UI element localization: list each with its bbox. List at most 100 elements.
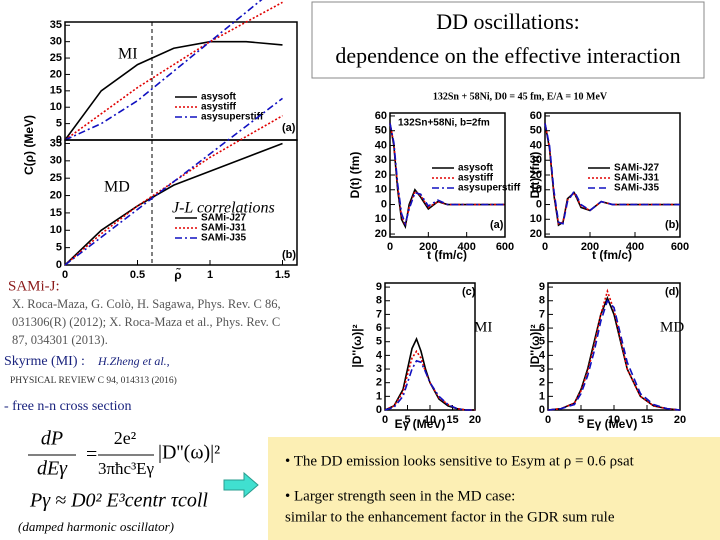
annotation: (a) — [282, 122, 296, 134]
x-tick-label: 0 — [545, 414, 551, 426]
annotation: (a) — [490, 219, 504, 231]
annotation: (b) — [665, 219, 679, 231]
legend-label: SAMi-J35 — [201, 233, 246, 244]
y-tick-label: 50 — [530, 125, 542, 137]
y-tick-label: 30 — [375, 154, 387, 166]
title: dependence on the effective interaction — [335, 43, 680, 68]
subtitle: 132Sn + 58Ni, D0 = 45 fm, E/A = 10 MeV — [433, 91, 608, 102]
x-tick-label: 20 — [674, 414, 686, 426]
y-tick-label: 2 — [376, 377, 382, 389]
title: DD oscillations: — [436, 9, 580, 34]
y-tick-label: 30 — [50, 155, 62, 167]
series-line — [384, 359, 475, 411]
formula: 3πħc³Eγ — [98, 459, 155, 478]
y-tick-label: 40 — [375, 139, 387, 151]
series-line — [389, 123, 505, 227]
series-line — [389, 123, 505, 228]
legend-label: asystiff — [458, 173, 494, 184]
y-tick-label: 35 — [50, 19, 62, 31]
y-tick-label: 1 — [376, 390, 382, 402]
y-tick-label: 10 — [375, 213, 387, 225]
y-tick-label: 2 — [539, 377, 545, 389]
series-line — [544, 123, 680, 225]
annotation: (b) — [282, 249, 296, 261]
y-tick-label: 0 — [56, 134, 62, 146]
series-line — [547, 288, 681, 411]
y-tick-label: 4 — [539, 349, 546, 361]
series-line — [64, 1, 283, 141]
plot-frame — [384, 282, 476, 411]
series-line — [64, 115, 283, 266]
formula: 2e² — [114, 428, 136, 448]
legend-label: SAMi-J31 — [201, 223, 246, 234]
x-tick-label: 0 — [382, 414, 388, 426]
x-tick-label: 400 — [457, 241, 475, 253]
y-tick-label: 0 — [539, 404, 545, 416]
x-tick-label: 0 — [542, 241, 548, 253]
x-tick-label: 0.5 — [130, 269, 145, 281]
x-tick-label: 0 — [62, 269, 68, 281]
y-tick-label: 30 — [530, 154, 542, 166]
y-tick-label: 8 — [539, 295, 545, 307]
legend-label: asysoft — [458, 163, 494, 174]
title-box — [311, 1, 705, 79]
y-tick-label: 10 — [375, 184, 387, 196]
x-tick-label: 200 — [581, 241, 599, 253]
x-tick-label: 15 — [446, 414, 458, 426]
y-tick-label: 9 — [376, 281, 382, 293]
x-axis-label: ρ̃ — [174, 267, 181, 282]
label: - free n-n cross section — [4, 399, 132, 414]
bullet: • The DD emission looks sensitive to Esy… — [285, 453, 635, 469]
formula: |D''(ω)|² — [158, 442, 220, 464]
legend-label: SAMi-J31 — [614, 173, 659, 184]
legend-label: asysuperstiff — [201, 112, 264, 123]
x-tick-label: 1.5 — [275, 269, 290, 281]
y-tick-label: 1 — [539, 390, 545, 402]
y-tick-label: 20 — [530, 169, 542, 181]
series-line — [547, 299, 681, 411]
label: Skyrme (MI) : — [4, 354, 85, 369]
y-tick-label: 30 — [50, 36, 62, 48]
y-axis-label: C(ρ) (MeV) — [22, 115, 36, 175]
series-line — [64, 40, 283, 141]
y-tick-label: 50 — [375, 125, 387, 137]
annotation: MD — [104, 179, 130, 196]
y-tick-label: 10 — [50, 101, 62, 113]
plot-frame — [64, 139, 298, 266]
y-tick-label: 10 — [50, 224, 62, 236]
y-tick-label: 0 — [536, 198, 542, 210]
plot-frame — [547, 282, 681, 411]
formula: dP — [41, 428, 63, 450]
y-tick-label: 10 — [530, 184, 542, 196]
y-tick-label: 25 — [50, 52, 62, 64]
annotation: (d) — [665, 286, 679, 298]
x-tick-label: 0 — [387, 241, 393, 253]
reference: PHYSICAL REVIEW C 94, 014313 (2016) — [10, 375, 177, 386]
y-tick-label: 20 — [530, 228, 542, 240]
y-tick-label: 40 — [530, 139, 542, 151]
x-tick-label: 1 — [207, 269, 213, 281]
x-tick-label: 600 — [671, 241, 689, 253]
y-tick-label: 6 — [376, 322, 382, 334]
y-tick-label: 60 — [375, 110, 387, 122]
y-axis-label: |D''(ω)|² — [528, 324, 542, 367]
y-tick-label: 10 — [530, 213, 542, 225]
annotation: MD — [660, 319, 684, 335]
y-tick-label: 60 — [530, 110, 542, 122]
x-tick-label: 5 — [578, 414, 584, 426]
y-tick-label: 25 — [50, 172, 62, 184]
legend-label: asysoft — [201, 92, 237, 103]
y-tick-label: 5 — [539, 336, 545, 348]
reference: 87, 034301 (2013). — [12, 333, 108, 347]
x-tick-label: 200 — [419, 241, 437, 253]
reference: X. Roca-Maza, G. Colò, H. Sagawa, Phys. … — [12, 297, 281, 311]
annotation: 132Sn+58Ni, b=2fm — [398, 118, 490, 129]
x-axis-label: Eγ (MeV) — [395, 417, 446, 431]
y-tick-label: 6 — [539, 322, 545, 334]
caption: (damped harmonic oscillator) — [18, 519, 174, 534]
y-tick-label: 15 — [50, 85, 62, 97]
x-tick-label: 600 — [496, 241, 514, 253]
series-line — [64, 97, 283, 266]
formula: Pγ ≈ D0² E³centr τcoll — [29, 490, 208, 512]
